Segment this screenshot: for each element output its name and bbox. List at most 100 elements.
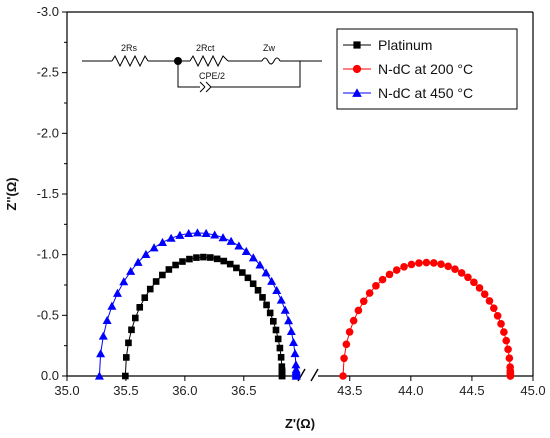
data-point (166, 233, 176, 242)
data-point (352, 64, 362, 74)
data-point (280, 305, 290, 314)
y-tick-label: -3.0 (37, 4, 59, 19)
data-point (392, 266, 401, 274)
data-point (352, 88, 362, 97)
legend-item: N-dC at 450 °C (343, 85, 473, 101)
series-triangle (94, 228, 301, 380)
x-tick-label: 36.0 (172, 383, 197, 398)
y-tick-label: -2.0 (37, 125, 59, 140)
data-point (278, 363, 286, 370)
cpe-plate-2 (205, 81, 212, 88)
data-point (372, 282, 380, 290)
data-point (210, 230, 220, 239)
data-point (457, 269, 466, 277)
x-tick-label: 36.5 (231, 383, 256, 398)
cpe-branch-wire (177, 61, 200, 88)
data-point (175, 230, 185, 239)
data-point (241, 246, 251, 255)
data-point (349, 316, 358, 325)
data-point (277, 354, 285, 361)
data-point (158, 237, 168, 246)
data-point (201, 228, 211, 237)
data-point (506, 372, 515, 380)
cpe-plate-1b (199, 86, 206, 93)
axis-ticks: 35.0 35.5 36.0 36.5 43.5 44.0 44.5 45.0 -3.0 -2.5… (37, 4, 546, 398)
data-point (500, 328, 508, 336)
resistor-rct (189, 54, 229, 68)
circuit-label-rct: 2Rct (196, 43, 215, 53)
data-point (136, 304, 144, 311)
legend-label: N-dC at 200 °C (378, 61, 473, 77)
data-point (266, 309, 274, 317)
data-point (133, 257, 143, 266)
data-point (286, 326, 296, 335)
data-point (464, 273, 472, 282)
data-point (131, 314, 139, 322)
data-point (437, 260, 445, 269)
data-point (451, 265, 459, 274)
data-point (107, 301, 117, 310)
legend-label: Platinum (378, 37, 432, 53)
circuit-label-zw: Zw (263, 43, 275, 53)
y-tick-label: -1.0 (37, 247, 59, 262)
circuit-label-rs: 2Rs (121, 43, 138, 53)
data-point (263, 301, 270, 309)
data-point (342, 340, 351, 349)
data-point (345, 328, 354, 336)
cpe-return-wire (211, 61, 301, 88)
data-point (226, 236, 236, 245)
x-tick-label: 43.5 (337, 383, 362, 398)
data-point (141, 249, 151, 258)
data-point (284, 316, 294, 325)
data-point (193, 254, 200, 261)
cpe-plate-2b (205, 86, 212, 93)
data-point (278, 372, 286, 380)
x-tick-label: 35.5 (113, 383, 138, 398)
data-point (123, 354, 130, 361)
y-tick-label: -2.5 (37, 65, 59, 80)
warburg-element (261, 57, 281, 65)
data-point (480, 290, 489, 299)
data-point (475, 284, 484, 292)
x-tick-label: 44.5 (459, 383, 484, 398)
data-point (220, 257, 228, 265)
data-point (291, 360, 301, 369)
data-point (254, 286, 262, 294)
circuit-node (174, 57, 182, 65)
data-point (244, 274, 252, 282)
data-point (493, 312, 502, 320)
data-point (276, 344, 284, 352)
legend-item: N-dC at 200 °C (343, 61, 473, 77)
data-point (290, 349, 300, 358)
data-point (255, 260, 265, 269)
data-point (192, 228, 202, 237)
data-point (354, 306, 363, 315)
data-point (365, 289, 374, 297)
data-point (149, 243, 159, 252)
data-point (505, 354, 514, 362)
y-tick-label: -1.5 (37, 186, 59, 201)
data-point (186, 255, 193, 263)
data-point (141, 294, 149, 301)
data-point (259, 294, 266, 301)
data-point (233, 264, 240, 272)
x-axis-title: Z'(Ω) (285, 416, 315, 431)
data-point (119, 277, 129, 286)
data-point (234, 241, 244, 250)
data-point (172, 261, 179, 269)
data-point (226, 260, 234, 268)
data-point (385, 270, 394, 279)
data-point (485, 297, 494, 305)
data-point (146, 285, 154, 293)
data-point (274, 335, 282, 343)
y-tick-label: 0.0 (41, 368, 59, 383)
legend-label: N-dC at 450 °C (378, 85, 473, 101)
data-point (497, 320, 505, 328)
series-circle (339, 258, 515, 380)
data-point (272, 285, 282, 295)
data-point (165, 266, 173, 273)
data-point (218, 233, 228, 242)
data-point (444, 262, 452, 271)
data-point (102, 315, 112, 324)
x-tick-label: 45.0 (520, 383, 545, 398)
